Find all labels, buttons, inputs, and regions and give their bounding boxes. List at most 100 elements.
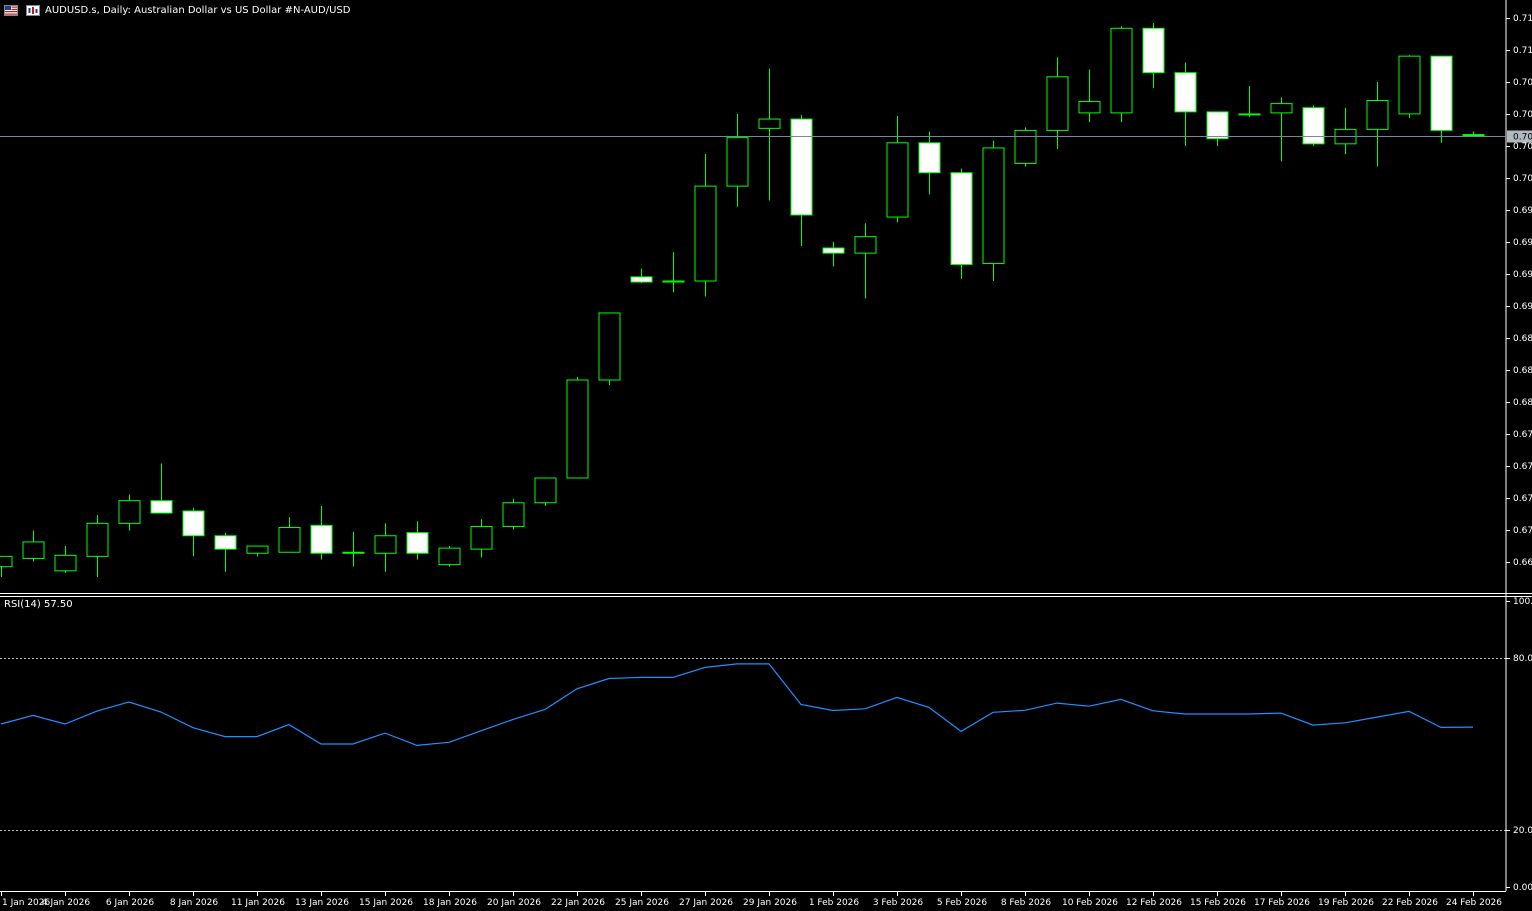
candle — [1046, 57, 1069, 149]
candle-body — [214, 535, 237, 550]
candle-body — [822, 247, 845, 254]
candle-body — [1014, 129, 1037, 164]
candle-body — [1174, 72, 1197, 113]
price-label: 0.70 — [1513, 110, 1532, 120]
candle — [662, 252, 685, 293]
date-label: 11 Jan 2026 — [231, 898, 285, 908]
date-label: 1 Feb 2026 — [809, 898, 860, 908]
date-label: 29 Jan 2026 — [743, 898, 797, 908]
candle — [342, 531, 365, 567]
candle — [1238, 86, 1261, 118]
candle-body — [758, 118, 781, 129]
candle-body — [566, 379, 589, 479]
candle — [726, 113, 749, 207]
candle-body — [1462, 134, 1485, 137]
candle-body — [950, 172, 973, 265]
rsi-label: RSI(14) 57.50 — [4, 599, 73, 610]
price-label: 0.67 — [1513, 526, 1532, 536]
candle — [1366, 81, 1389, 167]
candle — [566, 376, 589, 479]
candle-body — [1270, 103, 1293, 114]
candle — [982, 140, 1005, 281]
candle-body — [278, 526, 301, 553]
flag-icon[interactable] — [4, 5, 18, 16]
candle — [1334, 107, 1357, 155]
candle — [918, 131, 941, 195]
price-label: 0.71 — [1513, 46, 1532, 56]
candle — [1014, 127, 1037, 167]
chart-type-icon[interactable] — [26, 5, 40, 16]
candle — [0, 555, 13, 577]
candle — [374, 523, 397, 572]
candle — [438, 546, 461, 567]
rsi-scale-label: 100.00 — [1513, 597, 1532, 607]
price-label: 0.69 — [1513, 270, 1532, 280]
date-label: 5 Feb 2026 — [937, 898, 988, 908]
date-label: 3 Feb 2026 — [873, 898, 924, 908]
date-label: 19 Feb 2026 — [1318, 898, 1374, 908]
candle-body — [502, 502, 525, 527]
candle — [1206, 111, 1229, 146]
candle-body — [374, 535, 397, 554]
price-label: 0.66 — [1513, 558, 1532, 568]
candle-body — [118, 500, 141, 524]
candle — [598, 312, 621, 386]
date-label: 22 Jan 2026 — [551, 898, 605, 908]
candle — [758, 68, 781, 201]
candle — [1398, 55, 1421, 119]
candles-layer — [0, 23, 1485, 577]
candle-body — [1110, 27, 1133, 114]
candle-body — [694, 185, 717, 282]
candle — [630, 268, 653, 284]
price-label: 0.68 — [1513, 366, 1532, 376]
candle-body — [406, 532, 429, 554]
date-label: 25 Jan 2026 — [615, 898, 669, 908]
rsi-scale-label: 80.00 — [1513, 654, 1532, 664]
candle — [406, 521, 429, 560]
candle-body — [630, 276, 653, 283]
date-label: 6 Jan 2026 — [106, 898, 154, 908]
date-label: 18 Jan 2026 — [423, 898, 477, 908]
candle-body — [1366, 100, 1389, 130]
candle-body — [1238, 113, 1261, 116]
candle-body — [54, 554, 77, 572]
candle-body — [1398, 55, 1421, 115]
candle — [182, 507, 205, 557]
candle-body — [342, 551, 365, 554]
date-label: 8 Feb 2026 — [1001, 898, 1052, 908]
date-label: 15 Jan 2026 — [359, 898, 413, 908]
candle-body — [1206, 111, 1229, 140]
date-label: 17 Feb 2026 — [1254, 898, 1310, 908]
candle — [1110, 26, 1133, 123]
price-label: 0.69 — [1513, 206, 1532, 216]
candle — [470, 519, 493, 558]
candle-body — [854, 236, 877, 254]
price-label: 0.67 — [1513, 462, 1532, 472]
price-label: 0.70 — [1513, 78, 1532, 88]
date-label: 10 Feb 2026 — [1062, 898, 1118, 908]
candle — [1142, 23, 1165, 89]
candle-body — [470, 525, 493, 550]
date-label: 22 Feb 2026 — [1382, 898, 1438, 908]
candle-body — [982, 147, 1005, 264]
date-label: 4 Jan 2026 — [42, 898, 90, 908]
date-label: 13 Jan 2026 — [295, 898, 349, 908]
candle-body — [726, 137, 749, 187]
price-label: 0.69 — [1513, 302, 1532, 312]
candle-body — [310, 524, 333, 554]
candle — [534, 477, 557, 506]
candle-body — [438, 547, 461, 566]
rsi-layer — [0, 658, 1506, 831]
candle-body — [0, 555, 13, 568]
candle — [310, 505, 333, 560]
price-label: 0.67 — [1513, 494, 1532, 504]
candle-body — [1142, 27, 1165, 74]
candle — [886, 115, 909, 223]
candle — [790, 114, 813, 246]
candle-body — [22, 541, 45, 559]
candle-body — [598, 312, 621, 381]
candle — [1174, 62, 1197, 146]
